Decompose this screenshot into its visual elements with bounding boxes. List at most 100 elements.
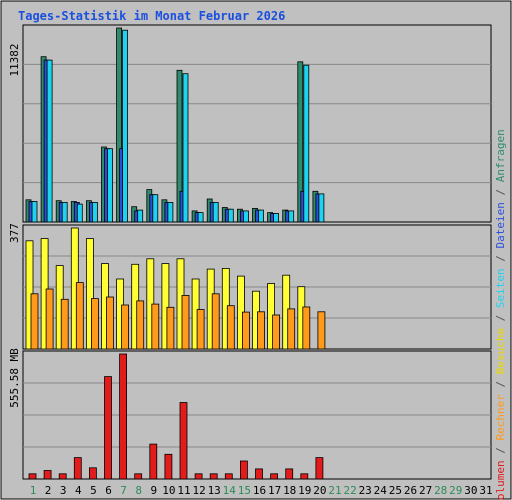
day-label-12: 12	[192, 484, 205, 497]
bottom-bar-volumen-day-9	[149, 443, 158, 480]
day-label-2: 2	[45, 484, 52, 497]
day-label-9: 9	[150, 484, 157, 497]
legend-part-7: /	[494, 248, 507, 268]
day-label-7: 7	[120, 484, 127, 497]
day-label-22: 22	[343, 484, 356, 497]
bottom-bar-volumen-day-16	[255, 468, 263, 480]
day-label-1: 1	[30, 484, 37, 497]
bottom-bar-volumen-day-17	[270, 473, 279, 480]
day-label-17: 17	[268, 484, 281, 497]
middle-panel	[22, 224, 492, 350]
day-label-14: 14	[223, 484, 237, 497]
middle-bar-rechner-day-7	[121, 304, 129, 350]
top-bar-seiten-day-3	[61, 201, 68, 223]
series-legend: Volumen / Rechner / Besuche / Seiten / D…	[494, 129, 507, 500]
legend-part-1: /	[494, 441, 507, 461]
day-axis-labels: 1 2 3 4 5 6 7 8 9 10 11 12 13 14 15 16 17 18 19 20 21 22 23 24 2…	[30, 484, 493, 497]
middle-bar-rechner-day-13	[211, 293, 220, 350]
top-bar-anfragen-day-11	[176, 69, 183, 223]
day-label-5: 5	[90, 484, 97, 497]
top-bar-seiten-day-17	[273, 213, 280, 223]
middle-bar-rechner-day-2	[45, 288, 54, 350]
top-bar-seiten-day-10	[167, 201, 174, 223]
top-bar-seiten-day-6	[107, 148, 113, 223]
middle-bar-rechner-day-1	[30, 293, 39, 350]
top-bar-seiten-day-19	[303, 64, 310, 223]
top-bar-seiten-day-7	[122, 29, 128, 223]
bottom-panel-max-label: 555.58 MB	[8, 348, 21, 408]
middle-bar-rechner-day-17	[272, 314, 281, 350]
top-bar-seiten-day-8	[137, 209, 144, 223]
middle-bar-besuche-day-10	[161, 263, 170, 350]
legend-part-10: Anfragen	[494, 129, 507, 182]
day-label-29: 29	[449, 484, 462, 497]
day-label-6: 6	[105, 484, 112, 497]
middle-bar-rechner-day-15	[241, 311, 250, 350]
top-bar-anfragen-day-7	[116, 27, 122, 223]
day-label-24: 24	[374, 484, 388, 497]
top-bar-seiten-day-2	[46, 59, 53, 223]
top-bar-seiten-day-14	[227, 208, 234, 223]
legend-part-6: Seiten	[494, 268, 507, 308]
day-label-19: 19	[298, 484, 311, 497]
legend-part-3: /	[494, 374, 507, 394]
legend-part-9: /	[494, 182, 507, 202]
day-label-10: 10	[162, 484, 175, 497]
middle-bar-rechner-day-4	[75, 282, 84, 350]
day-label-28: 28	[434, 484, 447, 497]
bottom-bar-volumen-day-4	[73, 457, 82, 480]
bottom-panel	[22, 350, 492, 480]
day-label-4: 4	[75, 484, 82, 497]
middle-bar-rechner-day-8	[136, 300, 145, 350]
bottom-bar-volumen-day-8	[134, 473, 143, 480]
top-bar-seiten-day-12	[197, 212, 204, 223]
middle-bar-rechner-day-16	[257, 311, 265, 350]
bottom-bar-volumen-day-18	[285, 468, 294, 480]
day-label-23: 23	[359, 484, 372, 497]
middle-bar-rechner-day-3	[60, 298, 69, 350]
legend-part-5: /	[494, 308, 507, 328]
top-bar-seiten-day-16	[258, 209, 264, 223]
middle-bar-rechner-day-12	[196, 309, 205, 350]
bottom-bar-volumen-day-15	[239, 460, 248, 480]
top-panel-max-label: 11382	[8, 43, 21, 76]
bottom-bar-volumen-day-14	[224, 473, 233, 480]
chart-title: Tages-Statistik im Monat Februar 2026	[18, 9, 285, 23]
middle-bar-rechner-day-14	[226, 305, 235, 350]
day-label-27: 27	[419, 484, 432, 497]
top-bar-seiten-day-20	[318, 193, 325, 223]
top-bar-seiten-day-4	[76, 203, 83, 223]
middle-bar-rechner-day-9	[151, 303, 160, 350]
bottom-bar-volumen-day-6	[104, 376, 112, 480]
legend-part-2: Rechner	[494, 394, 507, 441]
day-label-30: 30	[464, 484, 477, 497]
bottom-bar-volumen-day-12	[194, 473, 203, 480]
bottom-bar-volumen-day-1	[28, 473, 37, 480]
day-label-8: 8	[135, 484, 142, 497]
top-bar-seiten-day-15	[242, 210, 249, 223]
bottom-bar-volumen-day-11	[179, 402, 188, 480]
middle-bar-rechner-day-10	[166, 306, 175, 350]
day-label-31: 31	[479, 484, 492, 497]
chart-panels	[22, 24, 492, 480]
day-label-13: 13	[208, 484, 221, 497]
top-bar-seiten-day-9	[152, 194, 159, 223]
bottom-bar-volumen-day-20	[315, 457, 324, 480]
bottom-bar-volumen-day-2	[43, 470, 52, 480]
day-label-15: 15	[238, 484, 251, 497]
top-bar-seiten-day-11	[182, 73, 189, 223]
day-label-20: 20	[313, 484, 326, 497]
day-label-21: 21	[328, 484, 341, 497]
bottom-bar-volumen-day-3	[58, 473, 67, 480]
middle-bar-rechner-day-5	[91, 298, 99, 350]
middle-bar-rechner-day-11	[181, 294, 190, 350]
top-bar-seiten-day-5	[92, 201, 98, 223]
bottom-bar-volumen-day-5	[89, 467, 97, 480]
bottom-bar-volumen-day-13	[209, 473, 218, 480]
middle-bar-rechner-day-19	[302, 306, 311, 350]
bottom-bar-volumen-day-7	[119, 353, 127, 480]
middle-bar-besuche-day-5	[86, 238, 94, 350]
middle-bar-rechner-day-6	[106, 296, 114, 350]
top-panel	[22, 24, 492, 223]
